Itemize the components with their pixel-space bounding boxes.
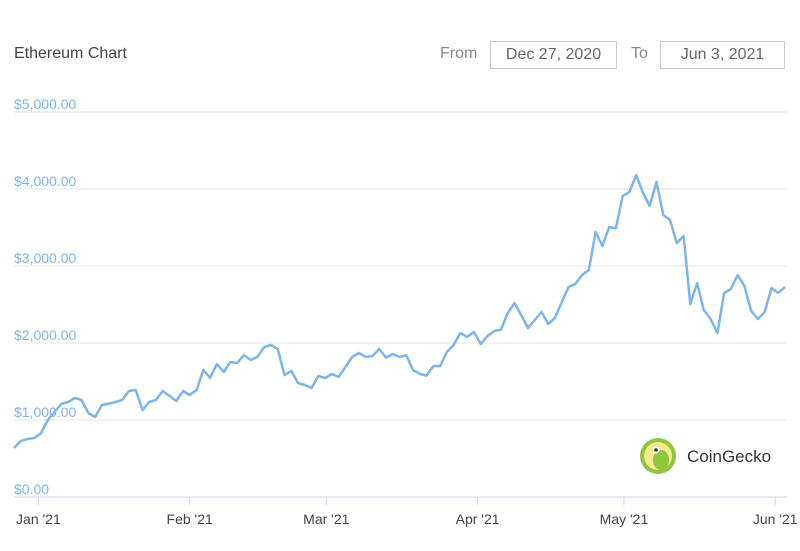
x-tick-label: Feb '21 <box>167 511 213 527</box>
y-tick-label: $0.00 <box>14 481 49 497</box>
from-date-input[interactable]: Dec 27, 2020 <box>490 41 617 69</box>
chart-title: Ethereum Chart <box>14 45 127 62</box>
x-tick-label: Jan '21 <box>16 511 61 527</box>
to-date-input[interactable]: Jun 3, 2021 <box>660 41 785 69</box>
coingecko-logo <box>640 438 676 474</box>
y-tick-label: $4,000.00 <box>14 173 76 189</box>
x-tick-label: Jun '21 <box>753 511 798 527</box>
x-tick-label: May '21 <box>600 511 649 527</box>
watermark: CoinGecko <box>687 447 771 466</box>
to-label: To <box>631 45 648 62</box>
y-tick-label: $5,000.00 <box>14 96 76 112</box>
y-tick-label: $2,000.00 <box>14 327 76 343</box>
y-tick-label: $1,000.00 <box>14 404 76 420</box>
price-line <box>13 173 786 449</box>
x-tick-label: Mar '21 <box>303 511 349 527</box>
y-tick-label: $3,000.00 <box>14 250 76 266</box>
from-label: From <box>440 45 478 62</box>
x-tick-label: Apr '21 <box>456 511 500 527</box>
